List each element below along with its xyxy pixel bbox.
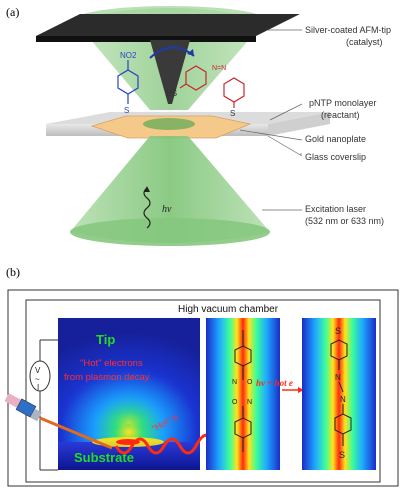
svg-text:N: N — [247, 399, 252, 406]
label-afm-tip: Silver-coated AFM-tip — [305, 25, 391, 35]
bias-circuit: V ~ I — [29, 339, 58, 471]
label-reactant: (reactant) — [321, 110, 360, 120]
label-pntp: pNTP monolayer — [309, 98, 376, 108]
no2-label: NO2 — [120, 51, 137, 60]
substrate-label: Substrate — [74, 450, 134, 465]
panel-a-label: (a) — [6, 5, 19, 19]
tip-shape — [58, 318, 200, 432]
svg-text:O: O — [247, 379, 253, 386]
glass-coverslip-side — [268, 112, 330, 136]
afm-cantilever — [36, 14, 300, 36]
product-n-1: N — [335, 373, 341, 382]
photon-wave — [143, 187, 151, 229]
svg-text:I: I — [37, 383, 39, 392]
product-molecule: S N N S — [330, 326, 352, 460]
dmab-molecule: HS N=N S — [166, 65, 245, 118]
tip-label: Tip — [96, 332, 115, 347]
svg-text:~: ~ — [35, 375, 40, 384]
afm-tip — [150, 40, 190, 104]
afm-cantilever-edge — [36, 36, 256, 42]
product-s-bottom: S — [339, 450, 345, 460]
nn-label: N=N — [212, 65, 226, 72]
hot-electrons-line2: from plasmon decay — [64, 372, 150, 383]
panel-b-frame — [7, 289, 399, 487]
svg-text:N: N — [232, 379, 237, 386]
chamber-label: High vacuum chamber — [178, 304, 279, 315]
s-left-label: S — [124, 106, 129, 115]
hv-label: hν — [162, 204, 172, 215]
laser-beam — [39, 416, 113, 450]
laser-fiber — [4, 393, 113, 450]
svg-text:O: O — [232, 399, 238, 406]
hv-hot-e-arrowhead — [298, 387, 304, 393]
product-s-top: S — [335, 326, 341, 336]
label-gold-nanoplate: Gold nanoplate — [305, 134, 366, 144]
label-catalyst: (catalyst) — [346, 37, 383, 47]
hot-electrons-line1: "Hot" electrons — [80, 358, 143, 369]
label-excitation-laser: Excitation laser — [305, 204, 366, 214]
photon-arrowhead — [144, 186, 150, 192]
svg-text:V: V — [35, 366, 41, 375]
reactant-molecule: N O O N — [232, 330, 253, 452]
product-field-map — [302, 318, 376, 470]
hs-label: HS — [166, 89, 177, 98]
lower-cone-rim — [70, 218, 270, 246]
pntp-molecule-left: NO2 S — [117, 51, 139, 115]
lower-laser-cone — [70, 136, 270, 243]
voltage-source-icon — [29, 360, 51, 392]
label-wavelength: (532 nm or 633 nm) — [305, 216, 384, 226]
reaction-label: hν + hot e — [256, 378, 293, 388]
product-n-2: N — [340, 395, 346, 404]
panel-b-label: (b) — [6, 265, 20, 279]
leader-lines — [239, 29, 303, 211]
s-right-label: S — [230, 109, 235, 118]
reaction-arrowhead — [187, 49, 194, 56]
hot-electron-path — [114, 433, 212, 455]
label-glass-coverslip: Glass coverslip — [305, 152, 366, 162]
focus-spot — [143, 118, 195, 130]
